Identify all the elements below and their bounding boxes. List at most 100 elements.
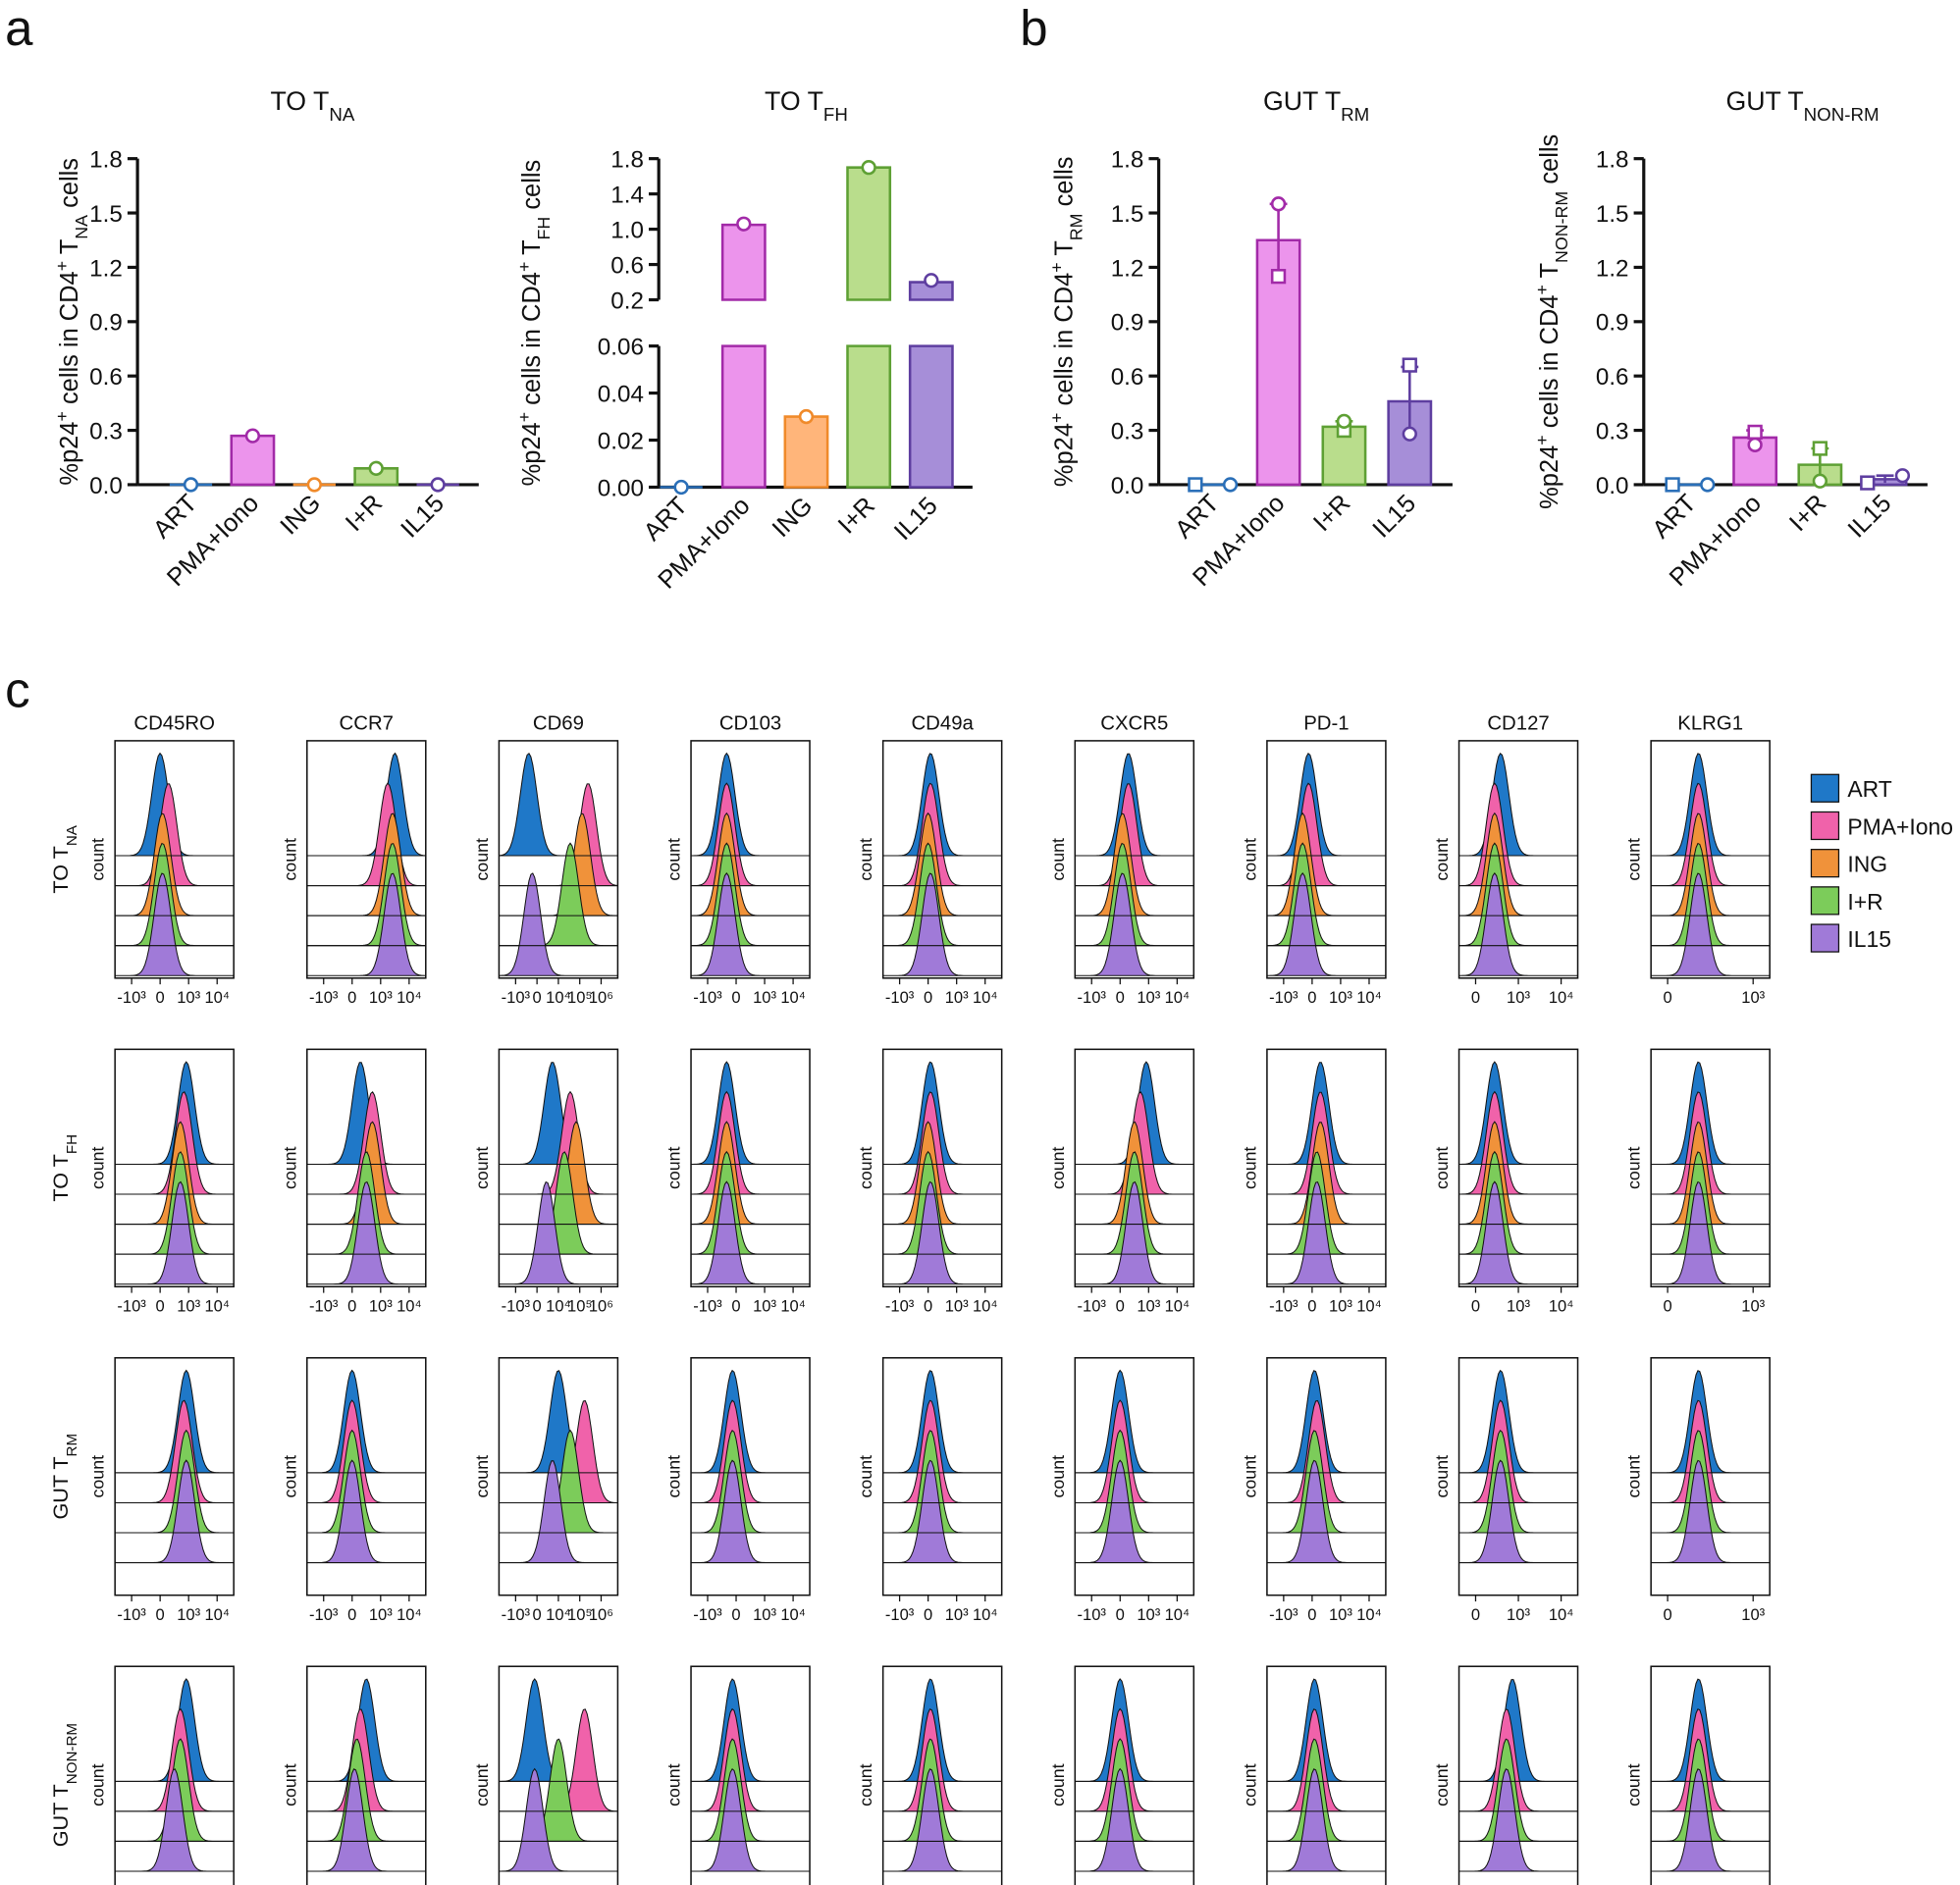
- chart-title: TO TFH: [765, 86, 848, 124]
- y-axis-label-part: +: [1532, 285, 1552, 294]
- histogram-peak: [1266, 842, 1386, 947]
- row-label-part: NA: [63, 824, 79, 846]
- x-tick-label: -10³: [1269, 1297, 1298, 1316]
- y-axis-label: count: [1048, 1146, 1068, 1189]
- point: [1812, 473, 1828, 489]
- x-tick-label: 0: [1471, 988, 1480, 1007]
- histogram: [1075, 1369, 1194, 1564]
- y-tick-label: 0.9: [1111, 310, 1144, 337]
- bar: [1321, 425, 1367, 487]
- histogram: [499, 1678, 618, 1872]
- histogram: [1075, 753, 1194, 976]
- x-tick-label: 0: [347, 988, 356, 1007]
- histogram-frame: [114, 1048, 235, 1287]
- histogram-peak: [1266, 752, 1386, 857]
- point: [1860, 475, 1876, 491]
- y-axis-label: count: [1432, 1455, 1452, 1498]
- y-axis-label: count: [88, 1455, 108, 1498]
- x-tick-label: 10⁴: [973, 1605, 998, 1624]
- histogram-peak: [1651, 753, 1771, 857]
- histogram-peak: [1458, 782, 1578, 887]
- chart-title-part: NA: [329, 104, 355, 125]
- histogram-peak: [882, 872, 1002, 976]
- x-tick-label: I+R: [1308, 490, 1355, 537]
- x-tick-label: 10⁴: [1549, 1297, 1574, 1316]
- x-tick-label: 10³: [177, 988, 200, 1007]
- y-axis-label-part: T: [1051, 240, 1079, 262]
- x-tick-label: 0: [1307, 1297, 1316, 1316]
- y-axis-label-part: +: [1047, 262, 1067, 272]
- histogram-peak: [306, 843, 426, 947]
- histogram-peak: [499, 1460, 618, 1564]
- x-tick-label: 10³: [1507, 1297, 1530, 1316]
- histogram: [1651, 753, 1771, 976]
- x-tick-label: 0: [347, 1605, 356, 1624]
- y-axis-label-part: cells in CD4: [1536, 295, 1563, 436]
- y-axis-label: count: [664, 1146, 684, 1189]
- histogram-frame: [114, 1665, 235, 1885]
- histogram-frame: [690, 740, 811, 979]
- y-tick-label: 1.8: [1111, 147, 1144, 174]
- y-tick-label: 0.06: [598, 335, 644, 361]
- histogram-peak: [115, 783, 235, 887]
- point: [1402, 357, 1417, 373]
- x-tick-label: -10³: [1078, 1605, 1107, 1624]
- row-label-part: RM: [63, 1434, 79, 1457]
- histogram-peak: [1651, 1678, 1771, 1782]
- panel-label: a: [5, 0, 33, 56]
- histogram: [115, 752, 235, 976]
- histogram-peak: [1075, 1678, 1194, 1782]
- x-tick-label: 0: [533, 988, 542, 1007]
- histogram-peak: [691, 1090, 811, 1195]
- histogram-peak: [691, 1150, 811, 1255]
- histogram-peak: [1266, 782, 1386, 887]
- histogram-frame: [1074, 1665, 1195, 1885]
- x-tick-label: -10³: [1078, 988, 1107, 1007]
- x-tick-label: 10³: [1137, 988, 1160, 1007]
- x-tick-label: I+R: [341, 490, 388, 537]
- histogram-peak: [691, 1459, 811, 1564]
- histogram-frame: [1650, 740, 1771, 979]
- y-tick-label: 0.3: [89, 418, 123, 445]
- row-label: TO TFH: [48, 1134, 80, 1202]
- histogram: [306, 1369, 426, 1564]
- histogram-peak: [691, 1678, 811, 1782]
- histogram-peak: [306, 872, 426, 976]
- y-axis-label-part: cells: [56, 158, 83, 215]
- legend-swatch: [1810, 849, 1840, 878]
- x-tick-label: 0: [1664, 988, 1672, 1007]
- x-tick-label: -10³: [885, 1297, 915, 1316]
- histogram: [691, 1369, 811, 1564]
- y-axis-label: count: [472, 1763, 492, 1806]
- histogram-peak: [691, 1429, 811, 1534]
- y-tick-label: 0.6: [1596, 364, 1629, 391]
- x-tick-label: -10³: [693, 1605, 722, 1624]
- x-tick-label: 0: [731, 1297, 740, 1316]
- y-axis-label-part: +: [514, 412, 534, 422]
- histogram-peak: [691, 1369, 811, 1474]
- x-tick-label: IL15: [1367, 490, 1421, 544]
- y-tick-label: 0.0: [1111, 473, 1144, 499]
- histogram: [1458, 1679, 1578, 1872]
- y-axis-label: count: [664, 1455, 684, 1498]
- point: [430, 477, 446, 493]
- point: [673, 479, 689, 496]
- y-tick-label: 0.00: [598, 475, 644, 501]
- row-label: GUT TRM: [48, 1434, 80, 1520]
- y-axis-label: count: [1240, 1763, 1259, 1806]
- histogram-frame: [881, 1048, 1003, 1287]
- histogram-frame: [1457, 1665, 1579, 1885]
- histogram-peak: [691, 782, 811, 887]
- x-tick-label: -10³: [885, 1605, 915, 1624]
- y-axis-label-part: cells: [1051, 157, 1079, 214]
- x-tick-label: 0: [1664, 1605, 1672, 1624]
- x-tick-label: ART: [1170, 490, 1224, 544]
- x-tick-label: -10³: [117, 1605, 146, 1624]
- histogram-peak: [691, 1180, 811, 1285]
- histogram-peak: [1458, 1679, 1578, 1782]
- row-label-part: NON-RM: [63, 1723, 79, 1784]
- histogram: [1458, 1369, 1578, 1564]
- y-axis-label-part: %p24: [518, 422, 546, 486]
- x-tick-label: 10⁵: [567, 1297, 592, 1316]
- histogram-frame: [1650, 1665, 1771, 1885]
